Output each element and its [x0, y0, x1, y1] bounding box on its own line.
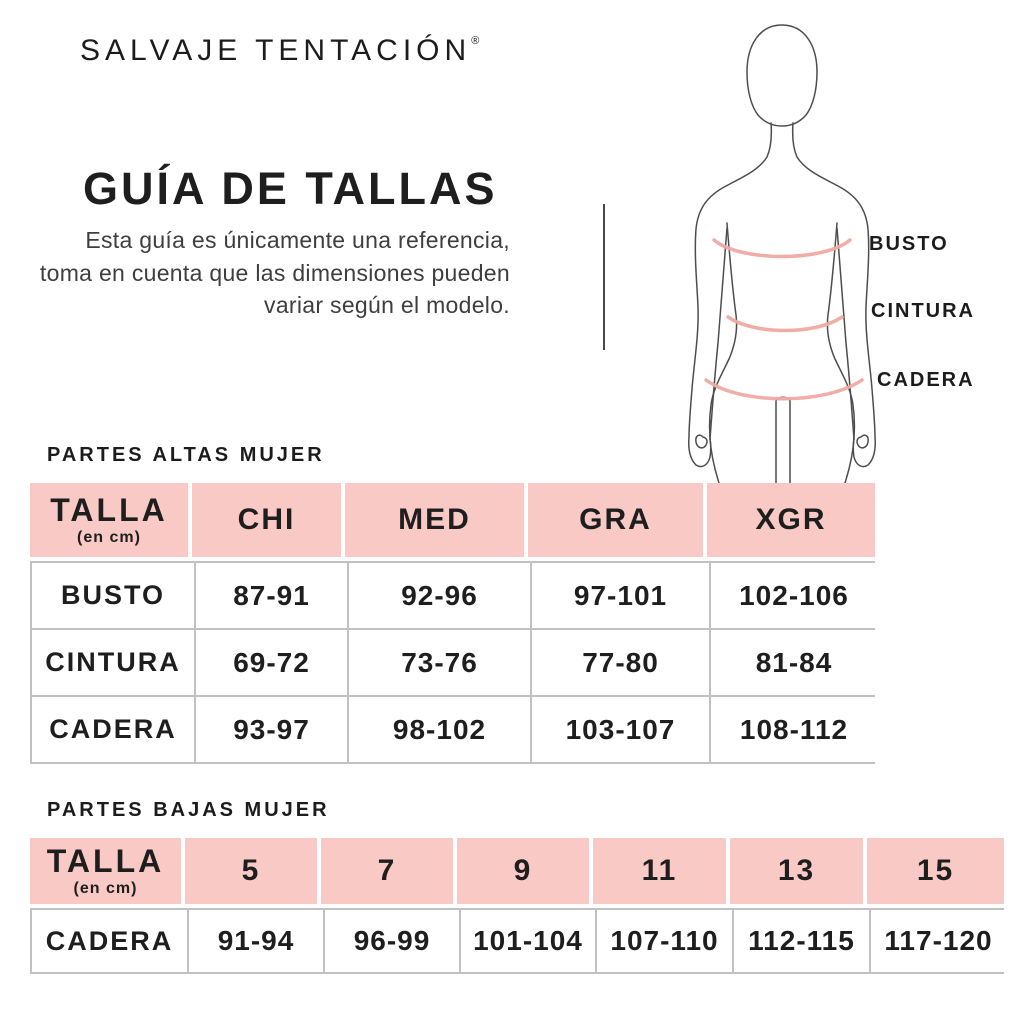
left-arm-outline	[688, 122, 773, 468]
brand-name: SALVAJE TENTACIÓN	[80, 34, 472, 67]
header-cell-size: CHI	[192, 483, 345, 557]
header-cell-size: 5	[185, 838, 321, 904]
table-cell: 73-76	[347, 630, 530, 695]
talla-label: TALLA	[50, 491, 168, 528]
registered-trademark-icon: ®	[471, 35, 480, 47]
unit-label: (en cm)	[77, 528, 141, 546]
table-row-busto: BUSTO 87-91 92-96 97-101 102-106	[32, 563, 877, 628]
size-table-partes-altas: TALLA (en cm) CHI MED GRA XGR BUSTO 87-9…	[30, 483, 877, 764]
body-outline	[688, 24, 876, 483]
section-label-partes-altas: PARTES ALTAS MUJER	[47, 444, 325, 466]
table-row-cintura: CINTURA 69-72 73-76 77-80 81-84	[32, 628, 877, 695]
right-inner-arm-line	[836, 227, 855, 440]
table-body: BUSTO 87-91 92-96 97-101 102-106 CINTURA…	[30, 561, 877, 764]
header-cell-size: MED	[345, 483, 528, 557]
table-cell: 97-101	[530, 563, 709, 628]
row-label: CADERA	[32, 910, 187, 972]
table-row-cadera: CADERA 91-94 96-99 101-104 107-110 112-1…	[32, 910, 1006, 972]
measurement-lines	[704, 238, 864, 401]
measurement-label-cintura: CINTURA	[871, 300, 975, 322]
vertical-divider	[603, 204, 605, 350]
talla-label: TALLA	[46, 842, 165, 879]
body-figure-svg	[688, 24, 876, 483]
table-cell: 107-110	[595, 910, 732, 972]
table-cell: 102-106	[709, 563, 877, 628]
right-torso-outline	[826, 222, 856, 483]
waist-measure-line	[726, 315, 844, 333]
left-torso-outline	[708, 222, 738, 483]
header-cell-size: 11	[593, 838, 730, 904]
measurement-label-cadera: CADERA	[877, 369, 975, 391]
guide-description: Esta guía es únicamente una referencia, …	[39, 227, 510, 319]
table-cell: 81-84	[709, 630, 877, 695]
head-outline	[746, 24, 818, 127]
header-cell-size: 15	[867, 838, 1004, 904]
row-label: BUSTO	[32, 563, 194, 628]
unit-label: (en cm)	[73, 879, 138, 897]
left-inner-arm-line	[709, 227, 728, 440]
header-cell-talla: TALLA (en cm)	[30, 483, 192, 557]
header-cell-talla: TALLA (en cm)	[30, 838, 185, 904]
hip-measure-line	[704, 378, 864, 401]
table-cell: 117-120	[869, 910, 1006, 972]
table-cell: 87-91	[194, 563, 347, 628]
table-cell: 96-99	[323, 910, 459, 972]
table-cell: 93-97	[194, 697, 347, 762]
header-cell-size: GRA	[528, 483, 707, 557]
page-title: GUÍA DE TALLAS	[83, 163, 498, 214]
table-body: CADERA 91-94 96-99 101-104 107-110 112-1…	[30, 908, 1006, 974]
table-row-cadera: CADERA 93-97 98-102 103-107 108-112	[32, 695, 877, 762]
table-cell: 77-80	[530, 630, 709, 695]
header-cell-size: 13	[730, 838, 867, 904]
table-cell: 91-94	[187, 910, 323, 972]
header-cell-size: 7	[321, 838, 457, 904]
table-header-row: TALLA (en cm) CHI MED GRA XGR	[30, 483, 875, 557]
bust-measure-line	[712, 238, 852, 259]
section-label-partes-bajas: PARTES BAJAS MUJER	[47, 799, 330, 821]
left-hand-curl	[695, 434, 708, 449]
inner-leg-lines	[775, 396, 791, 483]
right-hand-curl	[856, 434, 869, 449]
table-cell: 112-115	[732, 910, 869, 972]
row-label: CINTURA	[32, 630, 194, 695]
table-cell: 108-112	[709, 697, 877, 762]
size-table-partes-bajas: TALLA (en cm) 5 7 9 11 13 15 CADERA 91-9…	[30, 838, 1006, 974]
header-cell-size: XGR	[707, 483, 875, 557]
brand-logo: SALVAJE TENTACIÓN®	[80, 34, 479, 68]
table-header-row: TALLA (en cm) 5 7 9 11 13 15	[30, 838, 1004, 904]
right-arm-outline	[791, 122, 876, 468]
table-cell: 92-96	[347, 563, 530, 628]
table-cell: 103-107	[530, 697, 709, 762]
female-silhouette-illustration	[600, 13, 1020, 483]
row-label: CADERA	[32, 697, 194, 762]
table-cell: 69-72	[194, 630, 347, 695]
measurement-label-busto: BUSTO	[869, 233, 949, 255]
table-cell: 101-104	[459, 910, 595, 972]
header-cell-size: 9	[457, 838, 593, 904]
table-cell: 98-102	[347, 697, 530, 762]
